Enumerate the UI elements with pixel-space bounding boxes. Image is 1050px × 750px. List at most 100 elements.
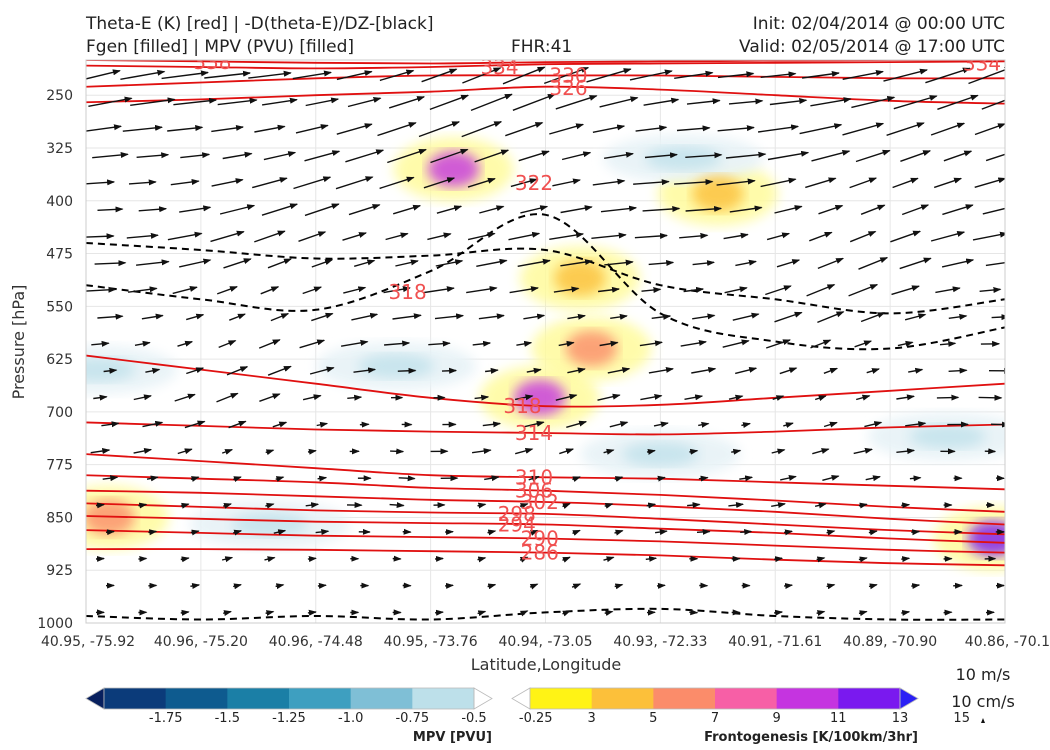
wind-vector	[901, 204, 930, 216]
wind-vector	[520, 205, 549, 214]
wind-vector	[509, 286, 539, 294]
theta-e-label: 330	[549, 63, 587, 87]
wind-vector	[384, 340, 411, 347]
wind-vector	[685, 152, 723, 159]
wind-vector	[893, 95, 938, 110]
wind-vector	[248, 70, 292, 79]
wind-vector	[515, 447, 534, 455]
wind-vector	[180, 152, 211, 159]
wind-vector	[614, 476, 624, 482]
wind-vector	[656, 582, 666, 589]
wind-vector	[179, 205, 212, 213]
wind-vector	[95, 555, 105, 562]
wind-vector	[760, 177, 797, 188]
wind-vector	[968, 67, 1005, 85]
fhr-label: FHR:41	[511, 37, 573, 57]
wind-vector	[229, 313, 246, 321]
wind-vector	[467, 177, 496, 188]
wind-vector	[853, 447, 873, 455]
wind-vector	[186, 313, 205, 321]
wind-vector	[134, 340, 151, 347]
wind-vector	[991, 314, 1005, 321]
wind-vector	[560, 205, 593, 214]
theta-e-label: 310	[515, 465, 553, 489]
wind-vector	[687, 502, 701, 509]
wind-vector	[477, 610, 487, 617]
wind-vector	[552, 178, 581, 187]
wind-vector	[559, 448, 575, 455]
y-tick-label: 550	[46, 299, 73, 315]
wind-vector	[639, 340, 663, 347]
wind-vector	[684, 394, 704, 401]
wind-vector	[398, 475, 416, 482]
colorbar-frame	[103, 687, 475, 710]
colorbar-segment	[412, 688, 475, 709]
wind-vector	[676, 125, 711, 132]
wind-vector	[516, 340, 533, 347]
wind-vector	[461, 121, 503, 138]
wind-vector	[553, 286, 580, 293]
wind-vector	[428, 340, 451, 347]
wind-vector	[472, 340, 492, 347]
x-tick-label: 40.94, -73.05	[498, 634, 592, 650]
wind-vector	[528, 475, 540, 482]
wind-vector	[336, 123, 373, 135]
wind-vector	[905, 421, 927, 428]
wind-vector	[485, 367, 499, 374]
x-tick-label: 40.95, -75.92	[41, 634, 135, 650]
wind-vector	[543, 66, 590, 85]
wind-vector	[305, 97, 340, 107]
wind-vector	[267, 258, 292, 269]
wind-vector	[505, 122, 544, 137]
wind-vector	[474, 394, 490, 401]
wind-vector	[974, 123, 1005, 136]
wind-vector	[120, 69, 166, 80]
wind-vector	[816, 556, 826, 563]
wind-vector	[317, 582, 327, 589]
wind-vector	[94, 260, 127, 267]
wind-vector	[760, 71, 797, 78]
wind-vector	[258, 339, 281, 349]
wind-vector	[810, 339, 832, 349]
mpv-core	[909, 424, 986, 449]
stability-contour-2	[86, 607, 1005, 621]
fgen-core	[427, 151, 480, 188]
wind-vector	[177, 448, 193, 455]
wind-vector	[353, 367, 377, 374]
colorbar-segment	[350, 688, 413, 709]
wind-key-arrow	[981, 718, 985, 723]
wind-vector	[86, 69, 121, 80]
wind-vector	[529, 583, 539, 590]
wind-vector	[930, 231, 966, 242]
theta-e-contour-330	[86, 74, 1005, 88]
wind-vector	[722, 339, 750, 348]
wind-vector	[510, 178, 538, 188]
wind-vector	[128, 179, 157, 186]
wind-vector	[567, 313, 586, 320]
wind-vector	[275, 583, 285, 590]
theta-e-label: 334	[963, 52, 1001, 76]
wind-vector	[674, 179, 714, 186]
wind-vector	[935, 286, 961, 294]
wind-vector	[816, 610, 826, 616]
wind-vector	[86, 179, 116, 186]
wind-vector	[216, 392, 239, 403]
wind-vector	[136, 259, 170, 266]
wind-vector	[219, 204, 256, 215]
wind-vector	[560, 259, 593, 267]
x-axis-label: Latitude,Longitude	[471, 655, 622, 674]
wind-vector	[600, 205, 638, 213]
wind-vector	[252, 177, 288, 189]
wind-vector	[985, 153, 1005, 162]
wind-vector	[302, 394, 322, 401]
wind-vector	[389, 502, 405, 509]
colorbar-segment	[227, 688, 290, 709]
mpv-core	[231, 512, 308, 537]
theta-e-label: 318	[503, 394, 541, 418]
wind-vector	[92, 151, 129, 159]
wind-vector	[774, 556, 784, 563]
wind-vector	[908, 367, 924, 374]
wind-vector	[88, 96, 133, 107]
wind-vector	[981, 99, 1005, 110]
